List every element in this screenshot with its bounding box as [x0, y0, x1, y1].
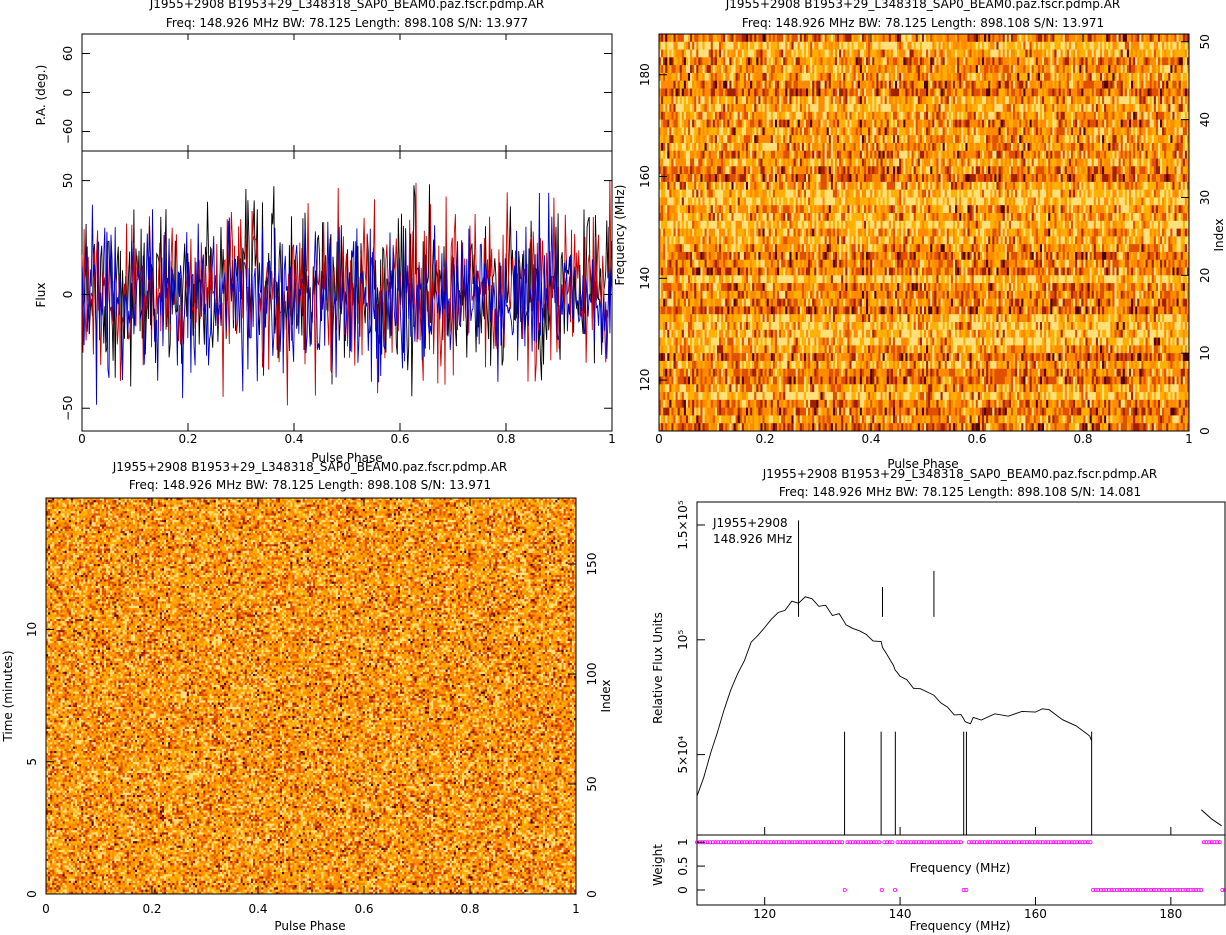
- profile-title: J1955+2908 B1953+29_L348318_SAP0_BEAM0.p…: [149, 0, 545, 11]
- profile-ytick-label: 0: [61, 291, 75, 299]
- pa-ytick-label: 60: [61, 46, 75, 61]
- profile-series-2: [82, 193, 612, 405]
- pa-ytick-label: −60: [61, 119, 75, 144]
- pa-ticks: 60 0 −60: [61, 34, 612, 151]
- profile-series-group: [82, 180, 612, 405]
- profile-subtitle: Freq: 148.926 MHz BW: 78.125 Length: 898…: [166, 16, 528, 30]
- profile-panel: J1955+2908 B1953+29_L348318_SAP0_BEAM0.p…: [34, 0, 616, 465]
- profile-xtick-label: 0.2: [178, 432, 197, 446]
- pa-ytick-label: 0: [61, 89, 75, 97]
- profile-ytick-label: 50: [61, 173, 75, 188]
- pa-plot-frame: [82, 34, 612, 151]
- profile-xtick-label: 0: [78, 432, 86, 446]
- profile-ylabel: Flux: [34, 283, 48, 308]
- freq-phase-subtitle: Freq: 148.926 MHz BW: 78.125 Length: 898…: [742, 16, 1104, 30]
- profile-xtick-label: 0.4: [284, 432, 303, 446]
- freq-phase-heatmap: [659, 34, 1189, 431]
- freq-phase-panel: J1955+2908 B1953+29_L348318_SAP0_BEAM0.p…: [613, 0, 1226, 471]
- profile-ytick-label: −50: [61, 396, 75, 421]
- pa-ylabel: P.A. (deg.): [34, 65, 48, 126]
- profile-xtick-label: 0.8: [496, 432, 515, 446]
- profile-xtick-label: 0.6: [390, 432, 409, 446]
- freq-phase-title: J1955+2908 B1953+29_L348318_SAP0_BEAM0.p…: [725, 0, 1121, 11]
- profile-xtick-label: 1: [608, 432, 616, 446]
